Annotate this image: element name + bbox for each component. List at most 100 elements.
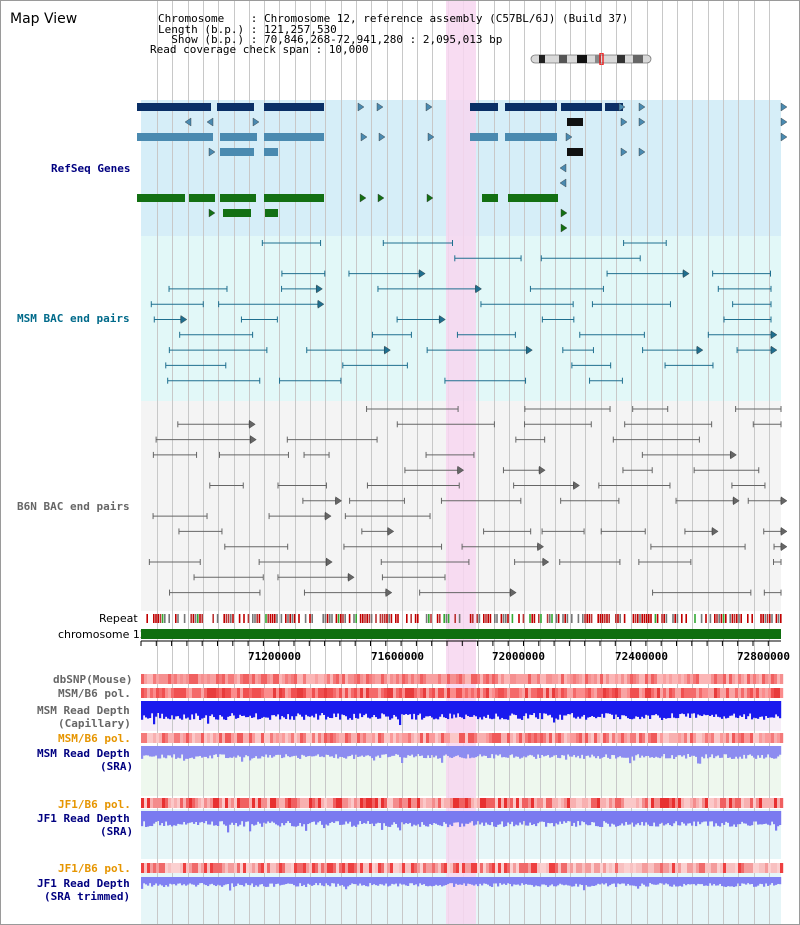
msm-sra-depth-bar <box>579 746 582 759</box>
refseq-label[interactable]: RefSeq Genes <box>51 162 131 175</box>
chromosome-bar <box>141 629 781 639</box>
jf1-pol-cell <box>366 798 370 808</box>
dbsnp-cell <box>774 674 778 684</box>
msm-pol2-cell <box>768 733 772 743</box>
jf1-trim-depth-bar <box>483 877 486 884</box>
jf1-sra-depth-bar <box>351 811 354 827</box>
dbsnp-cell <box>780 674 784 684</box>
b6n-bac-label[interactable]: B6N BAC end pairs <box>17 500 130 513</box>
dbsnp-cell <box>234 674 238 684</box>
jf1-trim-depth-bar <box>649 877 652 884</box>
jf1-trim-depth-bar <box>401 877 404 885</box>
jf1-pol-cell <box>351 798 355 808</box>
msm-pol-cell <box>288 688 292 698</box>
jf1-sra-depth-bar <box>763 811 766 824</box>
msm-sra-depth-bar <box>687 746 690 755</box>
jf1-sra-depth-bar <box>157 811 160 822</box>
chromosome-ideogram[interactable] <box>529 53 655 65</box>
msm-sra-depth-bar <box>477 746 480 757</box>
msm-bac-label[interactable]: MSM BAC end pairs <box>17 312 130 325</box>
msm-cap-depth-bar <box>611 701 614 715</box>
gene-marker-icon <box>620 117 628 127</box>
jf1-pol2-cell <box>144 863 148 873</box>
msm-sra-depth-bar <box>571 746 574 757</box>
dbsnp-cell <box>360 674 364 684</box>
dbsnp-cell <box>597 674 601 684</box>
jf1-pol-cell <box>684 798 688 808</box>
highlight-region[interactable] <box>446 1 476 924</box>
msm-sra-depth-bar <box>665 746 668 759</box>
msm-pol2-cell <box>210 733 214 743</box>
jf1-trim-depth-bar <box>187 877 190 885</box>
msm-pol-cell <box>318 688 322 698</box>
b6n-bac-pair-end-icon <box>780 496 788 506</box>
dbsnp-cell <box>195 674 199 684</box>
jf1-pol2-cell <box>180 863 184 873</box>
msm-pol2-cell <box>720 733 724 743</box>
dbsnp-cell <box>294 674 298 684</box>
msm-pol2-cell <box>375 733 379 743</box>
jf1-sra-depth-bar <box>561 811 564 824</box>
jf1-sra-depth-bar <box>581 811 584 822</box>
jf1-pol2-cell <box>393 863 397 873</box>
msm-sra-label-1: MSM Read Depth <box>37 747 130 760</box>
msm-pol2-cell <box>579 733 583 743</box>
msm-pol-cell <box>726 688 730 698</box>
repeat-mark <box>445 614 448 623</box>
msm-sra-depth-bar <box>167 746 170 756</box>
dbsnp-cell <box>621 674 625 684</box>
jf1-sra-depth-bar <box>293 811 296 827</box>
jf1-pol2-cell <box>228 863 232 873</box>
gene-exon <box>567 148 583 156</box>
jf1-pol2-cell <box>747 863 751 873</box>
msm-cap-depth-bar <box>641 701 644 717</box>
jf1-sra-depth-bar <box>439 811 442 826</box>
dbsnp-cell <box>390 674 394 684</box>
msm-cap-depth-bar <box>411 701 414 720</box>
dbsnp-cell <box>171 674 175 684</box>
msm-pol2-cell <box>297 733 301 743</box>
jf1-trim-depth-bar <box>719 877 722 884</box>
dbsnp-cell <box>273 674 277 684</box>
msm-sra-depth-bar <box>173 746 176 755</box>
msm-sra-depth-bar <box>273 746 276 757</box>
jf1-sra-depth-bar <box>675 811 678 822</box>
msm-cap-depth-bar <box>235 701 238 719</box>
jf1-pol-cell <box>171 798 175 808</box>
jf1-pol2-cell <box>462 863 466 873</box>
jf1-pol-cell <box>429 798 433 808</box>
msm-bac-pair-end-icon <box>770 345 778 355</box>
jf1-sra-depth-bar <box>187 811 190 824</box>
msm-sra-depth-bar <box>735 746 738 757</box>
jf1-sra-depth-bar <box>613 811 616 825</box>
msm-cap-depth-bar <box>269 701 272 720</box>
jf1-sra-depth-bar <box>219 811 222 822</box>
msm-sra-depth-bar <box>771 746 774 759</box>
msm-pol2-cell <box>333 733 337 743</box>
msm-cap-depth-bar <box>755 701 758 719</box>
grid-line <box>295 1 296 924</box>
jf1-trim-depth-bar <box>353 877 356 885</box>
msm-pol2-cell <box>201 733 205 743</box>
dbsnp-cell <box>699 674 703 684</box>
jf1-sra-depth-bar <box>259 811 262 824</box>
msm-cap-depth-bar <box>749 701 752 714</box>
jf1-pol-cell <box>201 798 205 808</box>
msm-sra-depth-bar <box>703 746 706 759</box>
dbsnp-cell <box>747 674 751 684</box>
dbsnp-cell <box>255 674 259 684</box>
msm-sra-depth-bar <box>391 746 394 756</box>
jf1-sra-depth-bar <box>241 811 244 822</box>
repeat-mark <box>366 614 368 623</box>
msm-cap-depth-bar <box>527 701 530 719</box>
msm-pol-cell <box>462 688 466 698</box>
repeat-mark <box>199 614 201 623</box>
msm-pol-cell <box>249 688 253 698</box>
msm-sra-depth-bar <box>607 746 610 758</box>
jf1-sra-depth-bar <box>385 811 388 826</box>
jf1-sra-depth-bar <box>313 811 316 822</box>
jf1-sra-depth-bar <box>307 811 310 825</box>
msm-cap-depth-bar <box>373 701 376 716</box>
msm-pol-cell <box>537 688 541 698</box>
